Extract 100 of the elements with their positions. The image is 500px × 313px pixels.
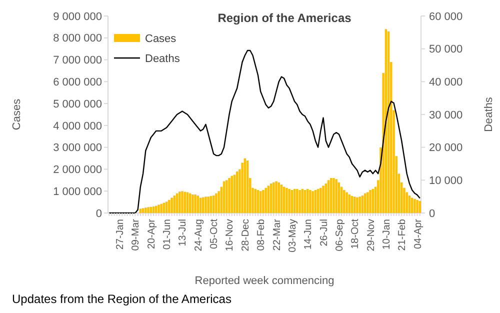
bar — [165, 202, 168, 213]
bar — [160, 204, 162, 213]
bar — [410, 198, 414, 213]
y2-tick-label: 0 — [429, 208, 436, 220]
bar — [275, 181, 278, 213]
y-tick-label: 1 000 000 — [53, 186, 102, 198]
bar — [199, 198, 202, 213]
x-tick-label: 16-Nov — [224, 219, 236, 252]
x-tick-label: 27-Jan — [115, 219, 126, 250]
bar — [226, 180, 228, 213]
bar — [246, 160, 249, 213]
x-tick-label: 21-Feb — [397, 218, 408, 251]
y2-tick-label: 20 000 — [429, 142, 463, 154]
bar — [270, 183, 272, 213]
legend-label: Cases — [145, 32, 177, 45]
bar — [264, 188, 267, 213]
bar — [340, 186, 343, 213]
bar — [322, 186, 324, 213]
y2-tick-label: 30 000 — [429, 109, 463, 122]
bar — [162, 202, 166, 213]
bar — [298, 190, 301, 213]
bar — [170, 198, 173, 213]
bar — [290, 190, 294, 213]
bar — [267, 186, 270, 213]
bar — [330, 178, 332, 213]
bar — [418, 200, 421, 213]
bar — [369, 190, 372, 213]
x-tick-label: 01-Jun — [162, 219, 174, 250]
y-axis-title: Cases — [11, 98, 23, 130]
bar — [241, 162, 244, 213]
bar — [304, 190, 306, 213]
bar — [296, 188, 298, 213]
y2-tick-label: 40 000 — [429, 76, 463, 89]
x-tick-label: 13-Jul — [178, 219, 189, 246]
bar — [186, 192, 189, 213]
bar — [293, 188, 296, 213]
bar — [408, 195, 411, 213]
y-tick-label: 3 000 000 — [53, 142, 102, 154]
bar — [332, 178, 335, 213]
bar — [366, 192, 369, 213]
y-tick-label: 8 000 000 — [53, 32, 102, 45]
bar — [309, 190, 312, 213]
bar — [306, 188, 309, 213]
bar — [406, 192, 408, 213]
bar — [338, 182, 340, 213]
y-tick-label: 2 000 000 — [53, 164, 102, 176]
bar — [280, 184, 283, 213]
bar — [416, 200, 418, 213]
y-tick-label: 9 000 000 — [53, 10, 102, 23]
bar — [236, 171, 238, 213]
bar — [314, 190, 317, 213]
bar — [215, 193, 218, 213]
bar — [312, 191, 314, 213]
bar — [346, 192, 348, 213]
bar — [361, 195, 364, 213]
y2-tick-label: 10 000 — [429, 175, 463, 188]
bar — [262, 190, 264, 213]
y-tick-label: 0 — [96, 208, 102, 220]
bar — [358, 196, 361, 213]
x-tick-label: 18-Oct — [350, 218, 362, 250]
bar — [207, 196, 210, 213]
bar — [194, 194, 196, 213]
x-tick-label: 06-Sep — [334, 218, 346, 252]
bar — [282, 186, 286, 213]
x-tick-label: 09-Mar — [130, 218, 142, 251]
y-tick-label: 6 000 000 — [53, 76, 102, 89]
bar — [144, 208, 147, 213]
bar — [147, 207, 150, 213]
bar — [142, 208, 144, 213]
bar — [343, 190, 346, 213]
bar — [152, 206, 155, 213]
bar — [139, 208, 142, 213]
y2-tick-label: 50 000 — [429, 44, 463, 56]
bar — [348, 194, 350, 213]
bar — [372, 188, 374, 213]
x-tick-label: 05-Oct — [209, 218, 220, 250]
bar — [316, 188, 320, 213]
legend-label: Deaths — [145, 52, 180, 65]
bar — [173, 195, 176, 213]
bar — [414, 198, 416, 213]
y-tick-label: 5 000 000 — [53, 98, 102, 110]
bar — [212, 195, 215, 213]
bar — [254, 188, 256, 213]
x-tick-label: 08-Feb — [256, 218, 268, 251]
bar — [301, 188, 304, 213]
bar — [320, 188, 322, 213]
bar — [288, 188, 290, 213]
bar — [353, 196, 356, 213]
bar — [184, 192, 186, 213]
bar — [278, 182, 280, 213]
bar — [286, 188, 288, 213]
bar — [192, 194, 194, 213]
bar — [230, 176, 233, 213]
bar — [324, 183, 327, 213]
x-tick-label: 26-Jul — [318, 219, 330, 246]
x-axis-title: Reported week commencing — [194, 275, 334, 287]
bar — [233, 174, 236, 213]
x-tick-label: 22-Mar — [272, 218, 283, 251]
bar — [202, 197, 204, 213]
bar — [244, 158, 246, 213]
